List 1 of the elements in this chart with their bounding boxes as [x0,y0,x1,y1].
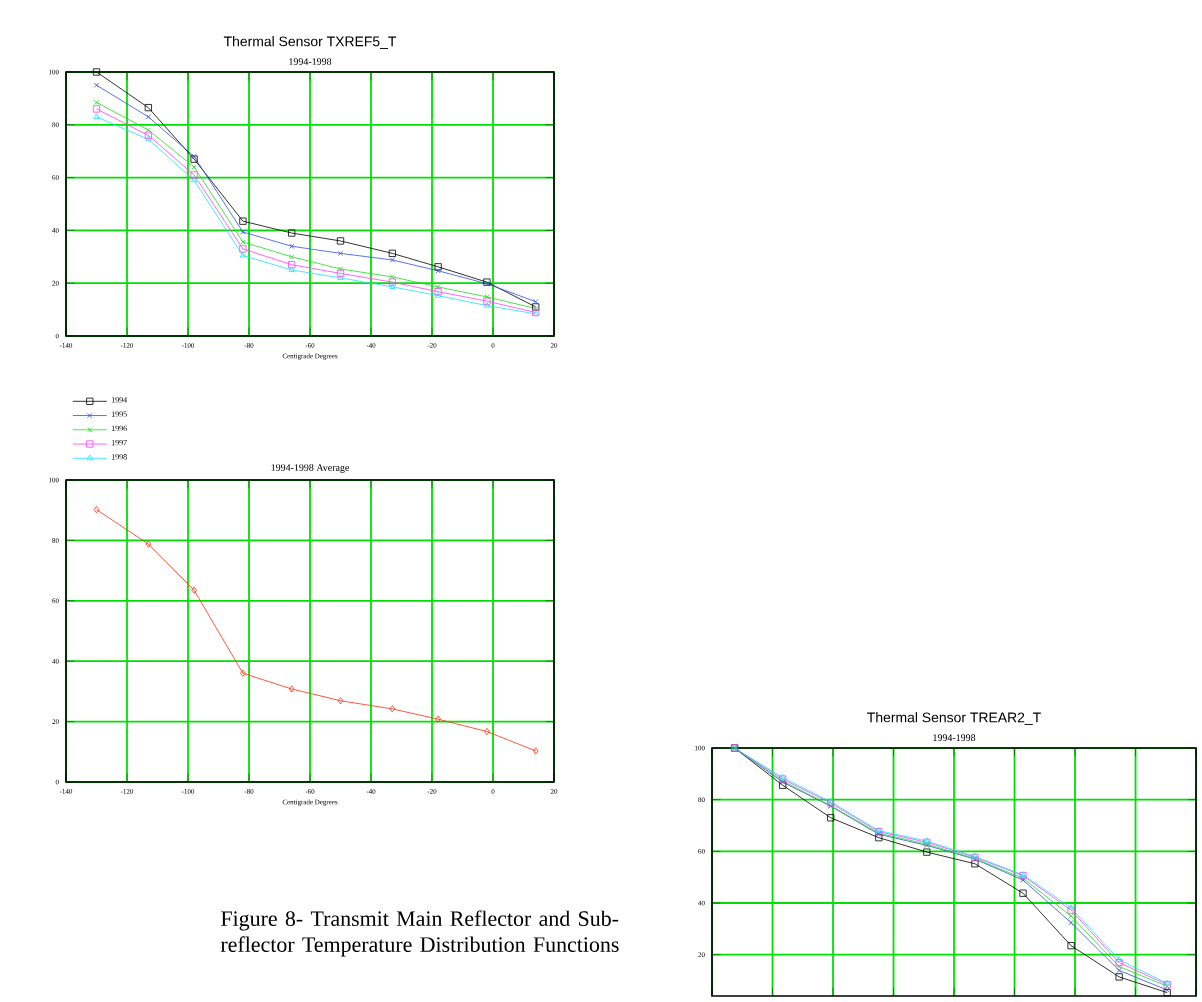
caption: Figure 8- Transmit Main Reflector and Sub-reflector Temperature Distribution Functions [220,910,619,957]
